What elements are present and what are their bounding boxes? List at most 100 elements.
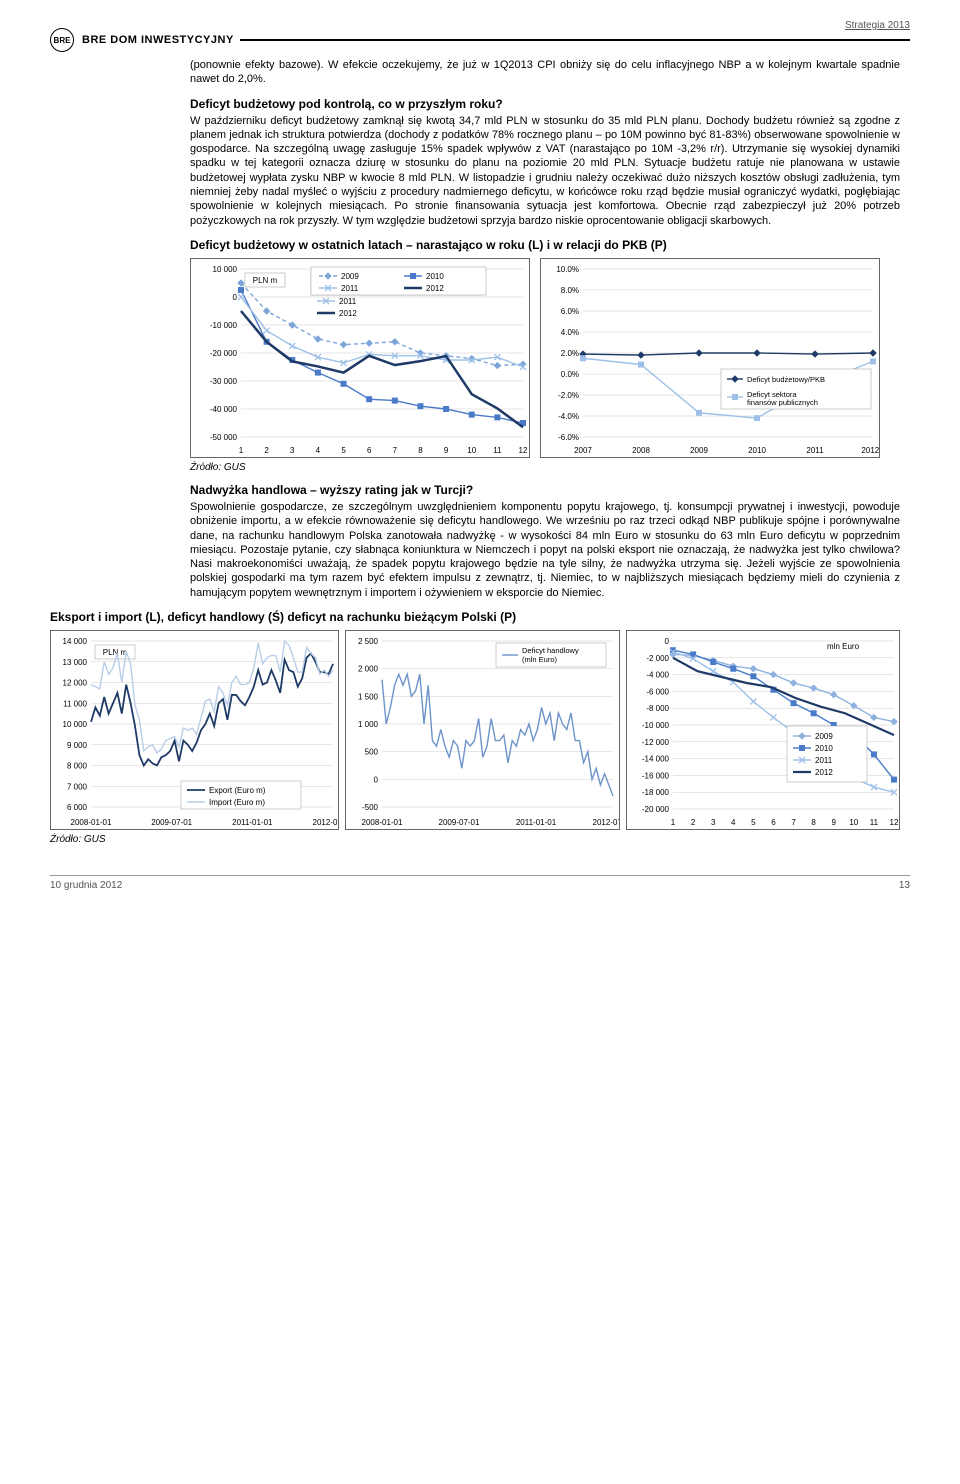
svg-text:-20 000: -20 000 [642, 805, 670, 814]
svg-text:2008-01-01: 2008-01-01 [71, 818, 112, 827]
svg-text:0: 0 [233, 293, 238, 302]
svg-text:2.0%: 2.0% [561, 349, 579, 358]
svg-text:1 000: 1 000 [358, 720, 379, 729]
svg-text:12: 12 [519, 446, 528, 455]
svg-text:-2.0%: -2.0% [558, 391, 579, 400]
svg-text:8 000: 8 000 [67, 762, 88, 771]
svg-text:4.0%: 4.0% [561, 328, 579, 337]
svg-text:2009: 2009 [815, 732, 833, 741]
svg-text:Deficyt handlowy: Deficyt handlowy [522, 646, 579, 655]
svg-text:2008-01-01: 2008-01-01 [362, 818, 403, 827]
svg-text:-6.0%: -6.0% [558, 433, 579, 442]
svg-text:-18 000: -18 000 [642, 788, 670, 797]
svg-text:-8 000: -8 000 [646, 704, 669, 713]
section2-body: Spowolnienie gospodarcze, ze szczególnym… [190, 500, 900, 600]
svg-text:8.0%: 8.0% [561, 286, 579, 295]
svg-text:1: 1 [239, 446, 244, 455]
svg-text:Deficyt budżetowy/PKB: Deficyt budżetowy/PKB [747, 375, 825, 384]
svg-text:9 000: 9 000 [67, 741, 88, 750]
svg-text:finansów publicznych: finansów publicznych [747, 398, 818, 407]
svg-text:0: 0 [374, 775, 379, 784]
svg-text:-14 000: -14 000 [642, 755, 670, 764]
svg-text:2010: 2010 [426, 272, 444, 281]
svg-text:-4 000: -4 000 [646, 671, 669, 680]
svg-text:9: 9 [444, 446, 449, 455]
svg-text:2 500: 2 500 [358, 637, 379, 646]
svg-text:2012-07-01: 2012-07-01 [313, 818, 340, 827]
svg-text:8: 8 [811, 818, 816, 827]
svg-text:12 000: 12 000 [63, 679, 88, 688]
svg-text:2010: 2010 [748, 446, 766, 455]
svg-text:3: 3 [290, 446, 295, 455]
svg-text:2: 2 [691, 818, 696, 827]
svg-text:1: 1 [670, 818, 675, 827]
page-footer: 10 grudnia 2012 13 [50, 875, 910, 891]
svg-text:2009-07-01: 2009-07-01 [151, 818, 192, 827]
svg-text:13 000: 13 000 [63, 658, 88, 667]
svg-text:6 000: 6 000 [67, 803, 88, 812]
svg-text:5: 5 [751, 818, 756, 827]
svg-text:10.0%: 10.0% [556, 265, 579, 274]
svg-text:12: 12 [889, 818, 898, 827]
svg-text:0.0%: 0.0% [561, 370, 579, 379]
svg-text:-50 000: -50 000 [210, 433, 238, 442]
chart1-row: -50 000-40 000-30 000-20 000-10 000010 0… [190, 258, 900, 458]
svg-text:1 500: 1 500 [358, 692, 379, 701]
svg-text:2011-01-01: 2011-01-01 [516, 818, 557, 827]
svg-text:2011: 2011 [815, 756, 833, 765]
chart2-row: 6 000 7 000 8 000 9 000 10 000 1 1 000 12 000 13… [50, 630, 900, 830]
svg-text:2009: 2009 [341, 272, 359, 281]
svg-text:-500: -500 [362, 803, 379, 812]
section1-body: W październiku deficyt budżetowy zamknął… [190, 114, 900, 228]
svg-text:-12 000: -12 000 [642, 738, 670, 747]
svg-text:2007: 2007 [574, 446, 592, 455]
svg-text:PLN m: PLN m [103, 648, 128, 657]
logo-icon: BRE [50, 28, 74, 52]
svg-text:10 000: 10 000 [213, 265, 238, 274]
chart1-title: Deficyt budżetowy w ostatnich latach – n… [190, 238, 900, 252]
svg-text:2012P: 2012P [861, 446, 880, 455]
footer-page: 13 [899, 880, 910, 891]
trade-chart-mid: -50005001 0001 5002 0002 5002008-01-0120… [345, 630, 619, 830]
deficit-chart-right: -6.0%-4.0%-2.0%0.0%2.0%4.0%6.0%8.0%10.0%… [540, 258, 880, 458]
svg-text:-20 000: -20 000 [210, 349, 238, 358]
svg-text:2009: 2009 [690, 446, 708, 455]
svg-text:PLN m: PLN m [253, 276, 278, 285]
svg-text:2012: 2012 [426, 284, 444, 293]
svg-text:10: 10 [849, 818, 858, 827]
svg-text:7: 7 [791, 818, 796, 827]
section2-title: Nadwyżka handlowa – wyższy rating jak w … [190, 483, 900, 497]
page-header: BRE BRE DOM INWESTYCYJNY [50, 28, 910, 52]
svg-text:(mln Euro): (mln Euro) [522, 655, 558, 664]
svg-text:4: 4 [731, 818, 736, 827]
svg-text:5: 5 [341, 446, 346, 455]
svg-text:10 000: 10 000 [63, 720, 88, 729]
doc-tag: Strategia 2013 [845, 20, 910, 31]
svg-text:2011-01-01: 2011-01-01 [232, 818, 273, 827]
svg-text:2: 2 [264, 446, 269, 455]
svg-text:11: 11 [493, 446, 502, 455]
svg-text:6.0%: 6.0% [561, 307, 579, 316]
svg-text:2 000: 2 000 [358, 665, 379, 674]
svg-text:2010: 2010 [815, 744, 833, 753]
svg-text:9: 9 [831, 818, 836, 827]
svg-text:7 000: 7 000 [67, 782, 88, 791]
svg-text:Export (Euro m): Export (Euro m) [209, 786, 266, 795]
svg-text:6: 6 [771, 818, 776, 827]
footer-date: 10 grudnia 2012 [50, 880, 122, 891]
svg-text:6: 6 [367, 446, 372, 455]
svg-text:2012: 2012 [339, 309, 357, 318]
brand-name: BRE DOM INWESTYCYJNY [82, 34, 234, 46]
intro-paragraph: (ponownie efekty bazowe). W efekcie ocze… [190, 58, 900, 87]
svg-text:4: 4 [316, 446, 321, 455]
trade-chart-left: 6 0007 0008 0009 00010 00011 00012 00013… [50, 630, 339, 830]
svg-text:2011: 2011 [806, 446, 824, 455]
svg-text:14 000: 14 000 [63, 637, 88, 646]
svg-text:2011: 2011 [339, 297, 357, 306]
svg-text:3: 3 [711, 818, 716, 827]
chart2-source: Źródło: GUS [50, 834, 900, 845]
svg-text:-10 000: -10 000 [210, 321, 238, 330]
svg-text:0: 0 [664, 637, 669, 646]
svg-text:2012-07-01: 2012-07-01 [593, 818, 620, 827]
svg-text:-30 000: -30 000 [210, 377, 238, 386]
